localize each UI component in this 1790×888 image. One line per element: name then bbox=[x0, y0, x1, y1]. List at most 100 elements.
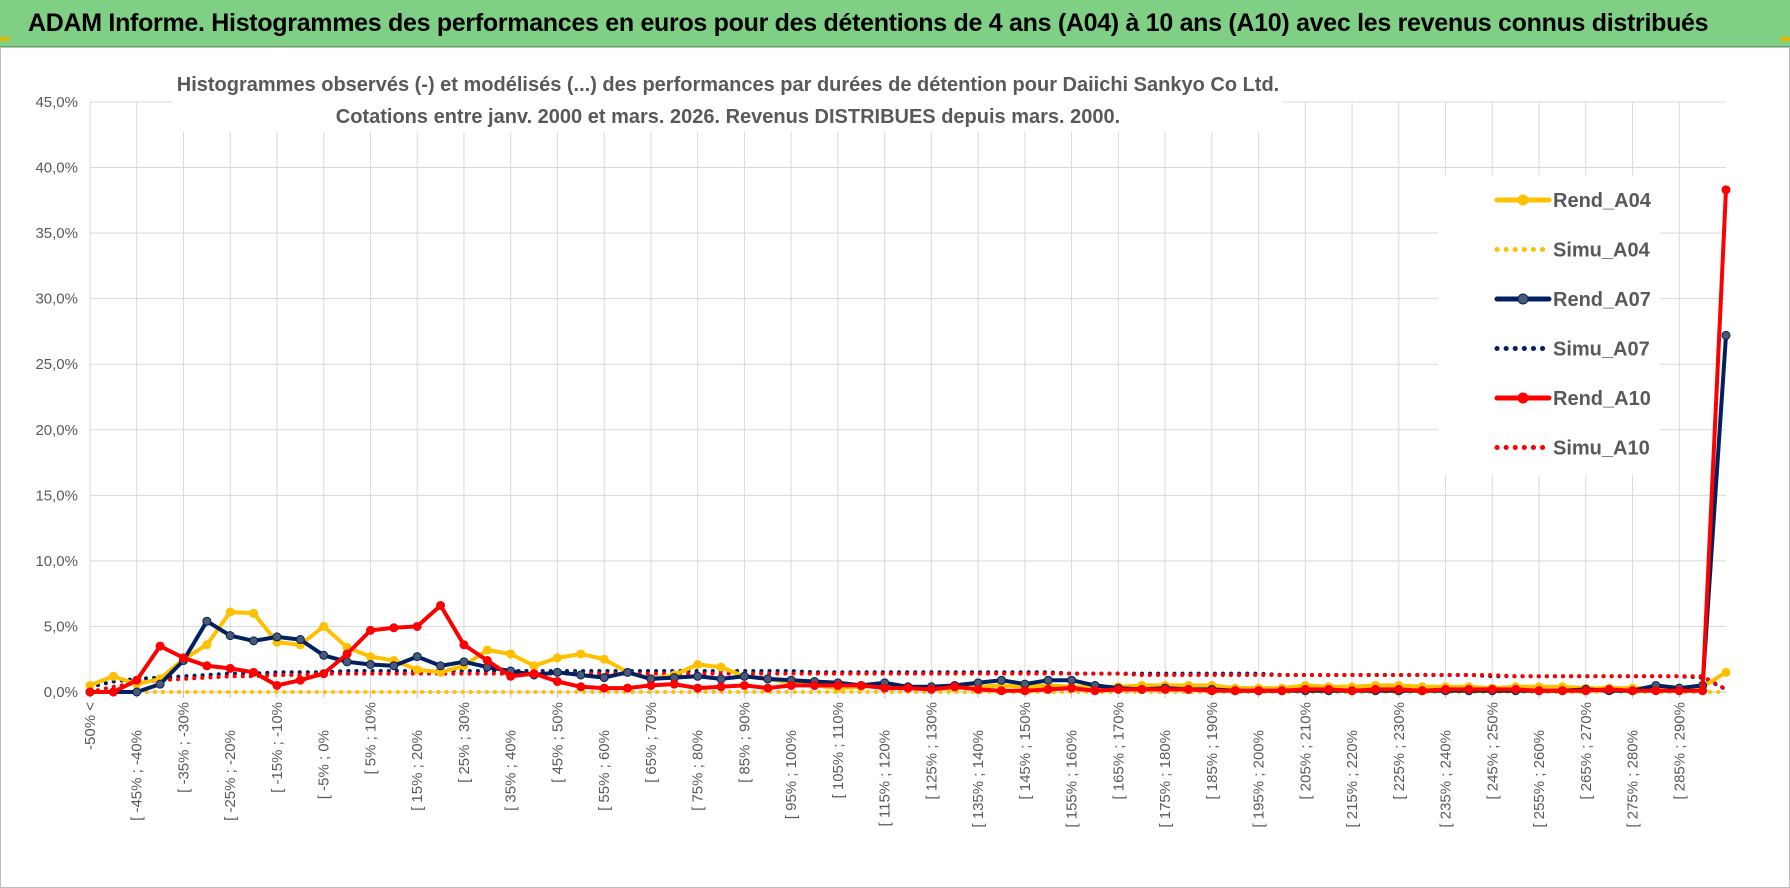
legend-box bbox=[1438, 175, 1660, 475]
data-point bbox=[225, 663, 235, 673]
data-point bbox=[1277, 686, 1287, 696]
report-title: ADAM Informe. Histogrammes des performan… bbox=[28, 9, 1709, 37]
data-point bbox=[716, 682, 726, 692]
x-tick-label: [ 55% ; 60% bbox=[596, 730, 613, 811]
data-point bbox=[389, 623, 399, 633]
data-point bbox=[1441, 684, 1451, 694]
y-tick-label: 10,0% bbox=[35, 553, 78, 570]
data-point bbox=[225, 607, 235, 617]
legend: Rend_A04 Simu_A04 Rend_A07 Simu_A07 Rend_A10… bbox=[1438, 175, 1660, 475]
data-point bbox=[202, 640, 212, 650]
data-point bbox=[529, 669, 539, 679]
data-point bbox=[716, 662, 726, 672]
legend-item-Simu_A04: Simu_A04 bbox=[1494, 240, 1651, 262]
data-point bbox=[1067, 675, 1077, 685]
data-point bbox=[249, 636, 259, 646]
data-point bbox=[506, 671, 516, 681]
data-point bbox=[1534, 686, 1544, 696]
data-point bbox=[833, 680, 843, 690]
y-tick-label: 15,0% bbox=[35, 487, 78, 504]
y-tick-label: 35,0% bbox=[35, 225, 78, 242]
data-point bbox=[1581, 686, 1591, 696]
data-point bbox=[693, 671, 703, 681]
y-tick-label: 30,0% bbox=[35, 291, 78, 308]
x-tick-label: [ 115% ; 120% bbox=[877, 730, 894, 826]
y-tick-label: 25,0% bbox=[35, 356, 78, 373]
x-tick-label: [ -25% ; -20% bbox=[222, 730, 239, 821]
data-point bbox=[272, 680, 282, 690]
data-point bbox=[529, 661, 539, 671]
data-point bbox=[1487, 684, 1497, 694]
data-point bbox=[1721, 330, 1731, 340]
data-point bbox=[1090, 686, 1100, 696]
series-line-Simu_A10 bbox=[88, 671, 1728, 694]
data-point bbox=[365, 625, 375, 635]
data-point bbox=[1067, 683, 1077, 693]
data-point bbox=[576, 670, 586, 680]
data-point bbox=[295, 675, 305, 685]
x-tick-label: [ 135% ; 140% bbox=[970, 730, 987, 828]
data-point bbox=[599, 673, 609, 683]
legend-item-Simu_A07: Simu_A07 bbox=[1494, 339, 1650, 361]
data-point bbox=[319, 621, 329, 631]
report-banner: ADAM Informe. Histogrammes des performan… bbox=[0, 0, 1790, 47]
x-tick-label: [ 185% ; 190% bbox=[1204, 702, 1221, 800]
data-point bbox=[926, 684, 936, 694]
data-point bbox=[1698, 686, 1708, 696]
legend-label: Rend_A10 bbox=[1553, 388, 1651, 410]
y-tick-label: 20,0% bbox=[35, 422, 78, 439]
x-tick-label: -50% < bbox=[82, 702, 99, 750]
data-point bbox=[1230, 686, 1240, 696]
data-point bbox=[903, 683, 913, 693]
series-Simu_A10 bbox=[88, 671, 1728, 694]
data-point bbox=[786, 680, 796, 690]
data-point bbox=[365, 652, 375, 662]
data-point bbox=[1651, 686, 1661, 696]
data-point bbox=[1347, 686, 1357, 696]
x-tick-label: [ 225% ; 230% bbox=[1391, 702, 1408, 800]
x-tick-label: [ -5% ; 0% bbox=[316, 730, 333, 799]
data-point bbox=[693, 683, 703, 693]
data-point bbox=[856, 680, 866, 690]
title-background bbox=[172, 66, 1282, 132]
data-point bbox=[482, 656, 492, 666]
x-tick-label: [ 75% ; 80% bbox=[690, 730, 707, 811]
data-point bbox=[996, 675, 1006, 685]
series-line-Rend_A04 bbox=[88, 610, 1728, 692]
data-point bbox=[482, 645, 492, 655]
data-point bbox=[459, 640, 469, 650]
data-point bbox=[763, 674, 773, 684]
data-point bbox=[155, 679, 165, 689]
y-axis: 0,0% 5,0% 10,0% 15,0% 20,0% 25,0% 30,0% 35,0% 40… bbox=[35, 94, 78, 701]
data-point bbox=[1020, 686, 1030, 696]
data-point bbox=[85, 687, 95, 697]
x-tick-label: [ 95% ; 100% bbox=[783, 730, 800, 819]
data-point bbox=[1207, 686, 1217, 696]
legend-label: Rend_A07 bbox=[1553, 289, 1651, 311]
data-point bbox=[669, 679, 679, 689]
data-point bbox=[693, 659, 703, 669]
data-point bbox=[810, 680, 820, 690]
data-point bbox=[436, 661, 446, 671]
x-tick-label: [ 275% ; 280% bbox=[1625, 730, 1642, 828]
x-tick-label: [ 205% ; 210% bbox=[1297, 702, 1314, 800]
data-point bbox=[436, 600, 446, 610]
x-tick-label: [ 255% ; 260% bbox=[1531, 730, 1548, 828]
data-point bbox=[1604, 684, 1614, 694]
data-point bbox=[342, 649, 352, 659]
x-tick-label: [ 285% ; 290% bbox=[1671, 702, 1688, 800]
y-tick-label: 0,0% bbox=[44, 684, 78, 701]
x-tick-label: [ 5% ; 10% bbox=[362, 702, 379, 775]
series-layer bbox=[85, 185, 1731, 697]
data-point bbox=[412, 621, 422, 631]
data-point bbox=[1721, 667, 1731, 677]
data-point bbox=[576, 682, 586, 692]
data-point bbox=[1511, 684, 1521, 694]
x-tick-label: [ 15% ; 20% bbox=[409, 730, 426, 811]
data-point bbox=[1370, 684, 1380, 694]
legend-marker bbox=[1517, 392, 1529, 404]
legend-label: Simu_A07 bbox=[1553, 339, 1650, 361]
x-tick-label: [ 175% ; 180% bbox=[1157, 730, 1174, 828]
data-point bbox=[576, 649, 586, 659]
x-tick-label: [ 235% ; 240% bbox=[1438, 730, 1455, 828]
